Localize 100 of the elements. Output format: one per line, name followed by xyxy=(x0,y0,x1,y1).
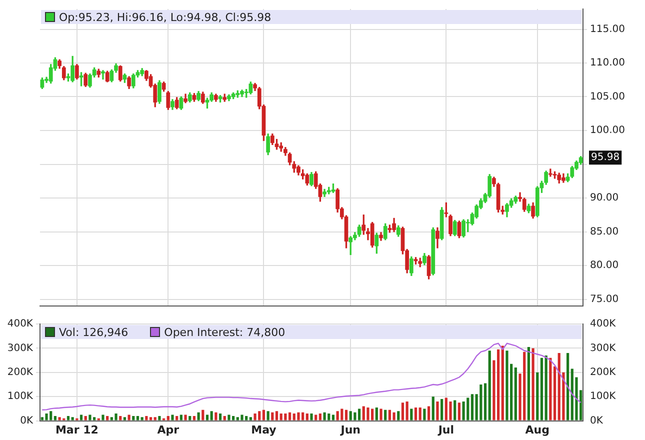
y-tick-label: 300K xyxy=(7,342,34,354)
bar xyxy=(297,412,300,420)
x-tick-label: Apr xyxy=(157,423,180,436)
bar xyxy=(506,350,508,420)
bar xyxy=(228,414,230,420)
bar xyxy=(88,414,92,420)
bar xyxy=(549,358,552,420)
bar xyxy=(488,350,491,420)
bar xyxy=(514,368,517,420)
bar xyxy=(266,411,270,420)
bar xyxy=(149,417,152,420)
bar xyxy=(432,396,434,420)
bar xyxy=(458,402,460,420)
bar xyxy=(192,416,196,420)
bar xyxy=(392,412,396,420)
y-tick-label: 110.00 xyxy=(590,58,625,69)
bar xyxy=(397,411,400,420)
bar xyxy=(218,414,222,420)
candlestick xyxy=(101,70,105,80)
y-tick-label: 100K xyxy=(7,391,34,402)
y-tick-label: 115.00 xyxy=(590,24,625,35)
y-tick-label: 200K xyxy=(7,366,34,378)
y-tick-label: 0K xyxy=(20,415,34,426)
bar xyxy=(284,414,287,420)
bar xyxy=(358,408,361,420)
bar xyxy=(180,414,182,420)
legend-label: Open Interest: 74,800 xyxy=(164,326,286,338)
x-tick-label: May xyxy=(251,423,276,436)
bar xyxy=(176,416,178,420)
bar xyxy=(210,411,213,420)
bar xyxy=(158,416,161,420)
bar xyxy=(566,353,570,420)
bar xyxy=(401,402,404,420)
y-tick-label: 90.00 xyxy=(590,192,619,204)
y-tick-label: 80.00 xyxy=(590,260,619,272)
bar xyxy=(249,417,252,420)
bar xyxy=(496,349,500,420)
bar xyxy=(166,416,170,420)
bar xyxy=(214,412,218,420)
bar xyxy=(106,416,109,420)
y-tick-label: 105.00 xyxy=(590,91,625,102)
bar xyxy=(354,412,356,420)
x-tick-label: Jun xyxy=(340,423,360,436)
bar xyxy=(271,412,274,420)
y-tick-label: 100.00 xyxy=(590,125,625,136)
bar xyxy=(275,411,278,420)
bar xyxy=(418,407,422,420)
bar xyxy=(280,414,282,420)
bar xyxy=(462,401,465,420)
y-tick-label: 85.00 xyxy=(590,226,619,238)
bar xyxy=(384,410,387,420)
bar xyxy=(375,407,378,420)
bar xyxy=(92,417,96,420)
bar xyxy=(171,414,174,420)
bar xyxy=(71,417,74,420)
bar xyxy=(288,412,292,420)
bar xyxy=(154,417,156,420)
bar xyxy=(449,401,452,420)
bar xyxy=(54,416,57,420)
bar xyxy=(240,414,244,420)
bar xyxy=(340,408,344,420)
bar xyxy=(410,408,413,420)
bar xyxy=(553,366,556,420)
bar xyxy=(140,417,144,420)
x-tick-label: Aug xyxy=(525,423,550,436)
x-tick-label: Mar 12 xyxy=(55,423,98,436)
bar xyxy=(336,411,339,420)
bar xyxy=(323,412,326,420)
bar xyxy=(423,408,426,420)
bar xyxy=(536,372,539,420)
bar xyxy=(188,416,192,420)
bar xyxy=(366,407,370,420)
text: 95.98 xyxy=(591,152,620,164)
bar xyxy=(132,416,135,420)
bar xyxy=(544,355,548,420)
legend-label: Op:95.23, Hi:96.16, Lo:94.98, Cl:95.98 xyxy=(59,10,272,24)
bar xyxy=(202,410,204,420)
bar xyxy=(102,414,104,420)
bar xyxy=(484,383,487,420)
bar xyxy=(470,394,474,420)
bar xyxy=(314,414,318,420)
x-tick-label: Jul xyxy=(437,423,454,436)
bar xyxy=(119,416,122,420)
y-tick-label: 400K xyxy=(7,318,34,330)
bar xyxy=(318,414,322,420)
bar xyxy=(344,410,348,420)
y-tick-label: 75.00 xyxy=(590,294,619,305)
bar xyxy=(454,400,456,420)
bar xyxy=(414,407,418,420)
bar xyxy=(45,414,48,420)
bar xyxy=(145,416,148,420)
bar xyxy=(84,416,87,420)
bar xyxy=(123,417,126,420)
bar xyxy=(427,406,430,420)
bar xyxy=(532,348,534,420)
bar xyxy=(332,414,335,420)
bar xyxy=(306,414,308,420)
bar xyxy=(128,414,130,420)
bar xyxy=(406,401,408,420)
bar xyxy=(114,414,118,420)
